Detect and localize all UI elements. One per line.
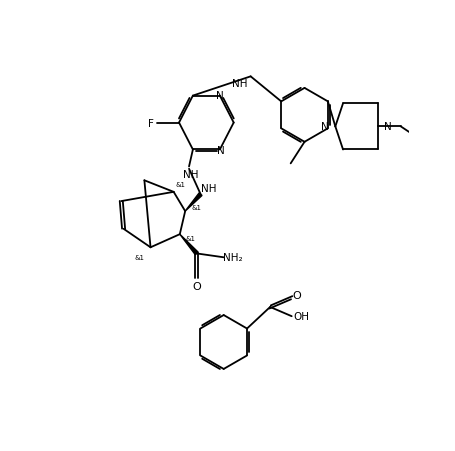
Text: OH: OH <box>292 312 308 322</box>
Polygon shape <box>179 235 198 255</box>
Text: N: N <box>321 122 329 132</box>
Text: NH: NH <box>200 184 216 193</box>
Text: NH: NH <box>231 79 247 89</box>
Text: N: N <box>216 146 224 156</box>
Text: O: O <box>192 281 201 291</box>
Text: &1: &1 <box>191 205 201 211</box>
Text: F: F <box>148 118 154 128</box>
Polygon shape <box>185 193 202 212</box>
Text: O: O <box>291 290 300 300</box>
Text: &1: &1 <box>186 235 196 241</box>
Text: &1: &1 <box>176 182 186 188</box>
Text: N: N <box>216 91 223 101</box>
Text: NH: NH <box>182 170 198 180</box>
Text: &1: &1 <box>134 254 144 260</box>
Text: NH₂: NH₂ <box>222 253 242 262</box>
Text: N: N <box>383 122 391 132</box>
